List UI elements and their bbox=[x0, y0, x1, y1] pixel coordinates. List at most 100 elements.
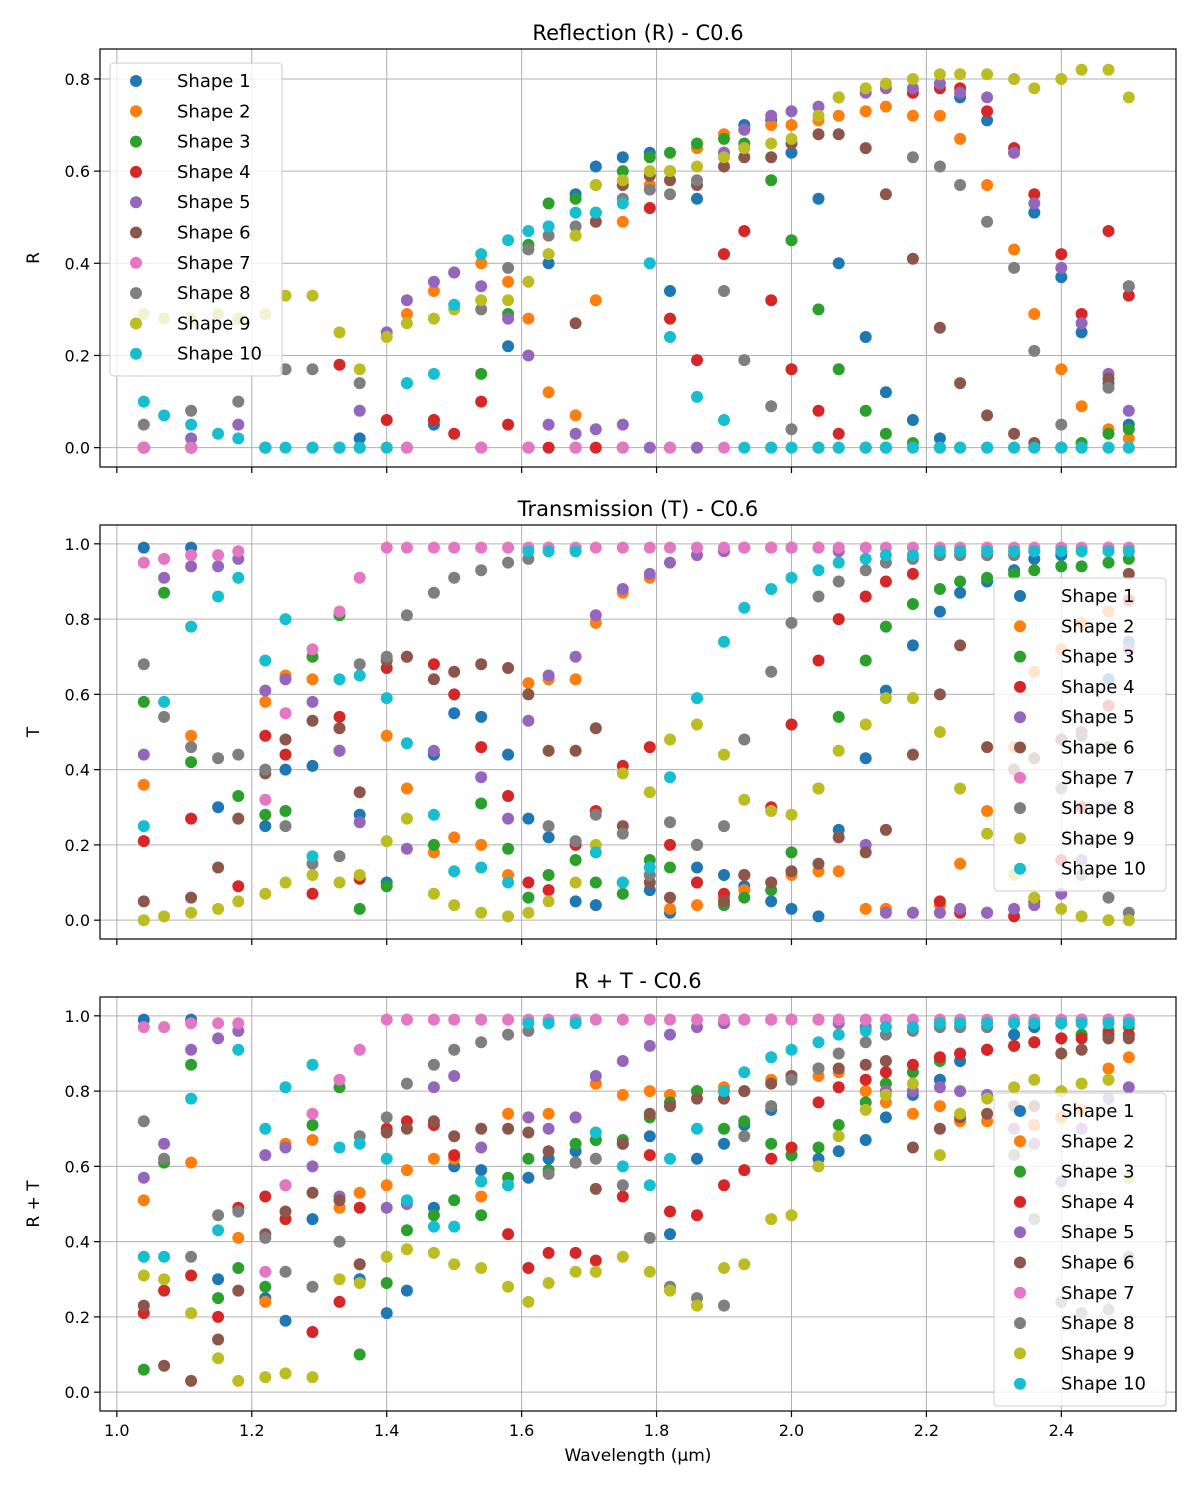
plot-frame bbox=[99, 996, 1177, 1412]
data-point bbox=[137, 820, 150, 833]
data-point bbox=[259, 887, 272, 900]
y-tick-label: 0.6 bbox=[65, 685, 90, 704]
data-point bbox=[353, 404, 366, 417]
data-point bbox=[279, 1141, 292, 1154]
data-point bbox=[859, 902, 872, 915]
data-point bbox=[981, 1107, 994, 1120]
data-point bbox=[279, 733, 292, 746]
data-point bbox=[616, 1055, 629, 1067]
data-point bbox=[1122, 432, 1135, 445]
data-point bbox=[502, 1179, 515, 1192]
legend-label: Shape 2 bbox=[1061, 616, 1135, 637]
data-point bbox=[954, 68, 967, 81]
legend-marker bbox=[1014, 620, 1026, 633]
legend-label: Shape 1 bbox=[1061, 586, 1135, 607]
data-point bbox=[542, 1167, 555, 1180]
data-point bbox=[879, 1066, 892, 1079]
data-point bbox=[212, 1333, 225, 1346]
data-point bbox=[785, 902, 798, 915]
data-point bbox=[879, 1111, 892, 1124]
data-point bbox=[738, 733, 751, 746]
data-point bbox=[400, 317, 413, 330]
data-point bbox=[879, 77, 892, 90]
data-point bbox=[502, 842, 515, 855]
data-point bbox=[1008, 1017, 1021, 1030]
y-tick-label: 1.0 bbox=[65, 1007, 90, 1026]
data-point bbox=[185, 812, 198, 825]
data-point bbox=[954, 902, 967, 915]
data-point bbox=[954, 1107, 967, 1120]
data-point bbox=[212, 752, 225, 765]
data-point bbox=[616, 1013, 629, 1026]
data-point bbox=[427, 275, 440, 288]
data-point bbox=[475, 1036, 488, 1049]
data-point bbox=[738, 869, 751, 881]
data-point bbox=[832, 1013, 845, 1026]
data-point bbox=[981, 105, 994, 118]
data-point bbox=[643, 567, 656, 580]
data-point bbox=[380, 835, 393, 848]
data-point bbox=[954, 1085, 967, 1098]
data-point bbox=[212, 1292, 225, 1305]
data-point bbox=[185, 418, 198, 431]
data-point bbox=[1028, 197, 1041, 210]
data-point bbox=[400, 737, 413, 750]
data-point bbox=[158, 409, 171, 422]
data-point bbox=[589, 1182, 602, 1195]
series-10-points bbox=[137, 545, 1135, 889]
data-point bbox=[933, 109, 946, 122]
data-point bbox=[380, 1111, 393, 1124]
data-point bbox=[664, 733, 676, 746]
series-10-points bbox=[137, 1017, 1135, 1263]
series-1-points bbox=[137, 541, 1135, 923]
data-point bbox=[306, 441, 319, 454]
data-point bbox=[380, 1250, 393, 1263]
data-point bbox=[832, 1028, 845, 1041]
series-9-points bbox=[137, 1073, 1135, 1387]
data-point bbox=[306, 1134, 319, 1146]
legend: Shape 1 Shape 2 Shape 3 Shape 4 Shape 5 Shape… bbox=[993, 1092, 1167, 1407]
series-1-points bbox=[137, 1013, 1135, 1327]
data-point bbox=[785, 1013, 798, 1026]
data-point bbox=[738, 541, 751, 554]
data-point bbox=[306, 1371, 319, 1384]
x-tick-label: 1.4 bbox=[374, 1421, 399, 1440]
data-point bbox=[643, 441, 656, 454]
data-point bbox=[981, 906, 994, 919]
data-point bbox=[832, 128, 845, 141]
data-point bbox=[1102, 63, 1115, 76]
data-point bbox=[643, 257, 656, 270]
data-point bbox=[906, 109, 919, 122]
data-point bbox=[333, 1194, 346, 1207]
data-point bbox=[427, 1115, 440, 1128]
data-point bbox=[333, 850, 346, 863]
data-point bbox=[522, 441, 535, 454]
data-point bbox=[232, 1205, 245, 1218]
data-point bbox=[906, 598, 919, 610]
data-point bbox=[185, 1043, 198, 1056]
data-point bbox=[1122, 423, 1135, 436]
data-point bbox=[279, 613, 292, 626]
data-point bbox=[259, 820, 272, 833]
legend-marker bbox=[130, 196, 142, 209]
data-point bbox=[643, 1039, 656, 1052]
data-point bbox=[569, 1017, 582, 1030]
data-point bbox=[158, 710, 171, 723]
data-point bbox=[212, 560, 225, 573]
data-point bbox=[448, 427, 461, 440]
data-point bbox=[1055, 1017, 1068, 1030]
data-point bbox=[448, 1194, 461, 1207]
legend-label: Shape 5 bbox=[177, 192, 251, 213]
data-point bbox=[522, 225, 535, 237]
data-point bbox=[906, 639, 919, 652]
data-point bbox=[259, 793, 272, 806]
legend: Shape 1 Shape 2 Shape 3 Shape 4 Shape 5 Shape… bbox=[993, 577, 1167, 892]
data-point bbox=[427, 838, 440, 851]
data-point bbox=[400, 1224, 413, 1237]
data-point bbox=[353, 669, 366, 682]
data-point bbox=[859, 1013, 872, 1026]
data-point bbox=[691, 1152, 703, 1165]
data-point bbox=[259, 654, 272, 667]
data-point bbox=[400, 812, 413, 825]
data-point bbox=[859, 404, 872, 417]
